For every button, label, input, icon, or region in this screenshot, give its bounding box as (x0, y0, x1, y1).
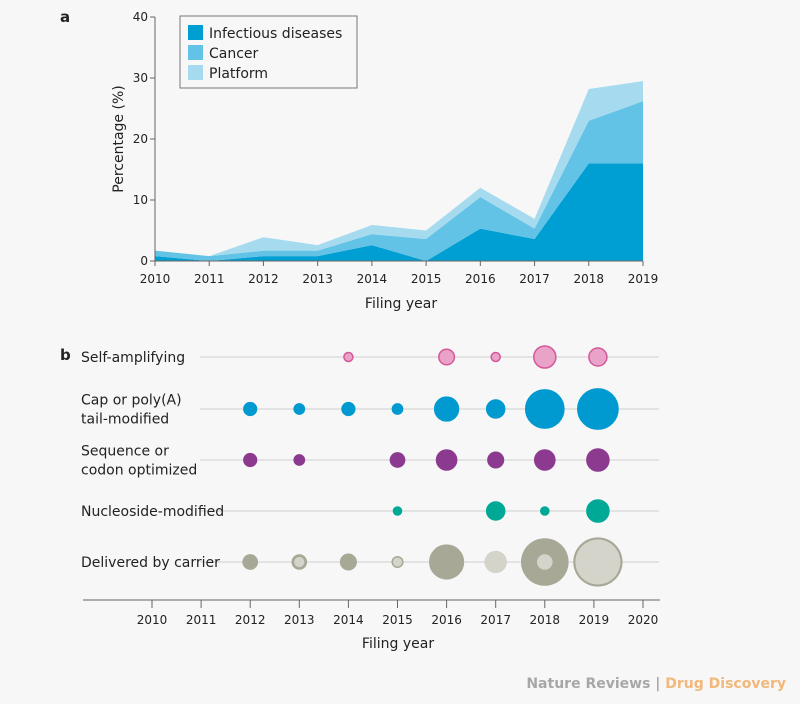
panel-a-ylabel: Percentage (%) (111, 85, 127, 192)
footer-credit: Nature Reviews | Drug Discovery (526, 676, 786, 692)
bubble-2018 (533, 345, 557, 369)
bubble-2019 (577, 388, 619, 430)
bubble-2015 (392, 506, 403, 516)
legend-label: Infectious diseases (209, 26, 342, 42)
legend: Infectious diseases Cancer Platform (179, 15, 358, 89)
area-series-cancer (155, 101, 643, 262)
bubble-2015 (389, 452, 406, 468)
panel-a-xlabel: Filing year (365, 296, 437, 312)
bubble-row: Sequence or codon optimized (81, 444, 659, 479)
row-label: Self-amplifying (81, 350, 185, 366)
x-tick-label: 2016 (431, 613, 462, 627)
x-tick-label: 2020 (628, 613, 659, 627)
row-label: tail-modified (81, 412, 169, 428)
x-tick-label: 2017 (519, 272, 550, 286)
panel-b-axes: 2010 2011 2012 2013 2014 2015 2016 2017 2018 2019… (83, 599, 660, 627)
x-tick-label: 2013 (302, 272, 333, 286)
x-tick-label: 2017 (480, 613, 511, 627)
x-tick-label: 2012 (235, 613, 266, 627)
area-series-infectious-diseases (155, 163, 643, 261)
bubble-2013 (293, 403, 306, 415)
bubble-inner-2017 (484, 550, 507, 574)
bubble-2012 (243, 452, 258, 468)
panel-b-rows: Self-amplifying Cap or poly(A) tail-modifi… (81, 345, 659, 587)
legend-box (179, 15, 358, 89)
panel-a-areas (155, 81, 643, 262)
x-tick-label: 2010 (137, 613, 168, 627)
bubble-2017 (490, 351, 501, 363)
panel-a-axes: 0 10 20 30 40 2010 2011 2012 2013 2014 2015 2016 201… (133, 10, 659, 286)
row-label: Delivered by carrier (81, 555, 220, 571)
x-tick-label: 2018 (530, 613, 561, 627)
bubble-2018 (540, 506, 550, 516)
bubble-2015 (391, 403, 404, 415)
panel-b-xlabel: Filing year (362, 636, 434, 652)
bubble-2014 (343, 351, 354, 363)
bubble-2017 (487, 451, 505, 469)
bubble-row: Cap or poly(A) tail-modified (81, 388, 659, 430)
bubble-2019 (588, 347, 608, 367)
legend-label: Cancer (209, 46, 259, 62)
bubble-inner-2018 (537, 554, 553, 570)
x-tick-label: 2013 (284, 613, 315, 627)
bubble-2017 (485, 501, 506, 521)
legend-swatch (188, 25, 203, 40)
bubble-inner-2013 (294, 556, 305, 568)
x-tick-label: 2010 (140, 272, 171, 286)
bubble-2018 (524, 389, 565, 429)
y-tick-label: 30 (133, 71, 148, 85)
footer-journal: Drug Discovery (665, 676, 786, 692)
x-tick-label: 2011 (186, 613, 217, 627)
x-tick-label: 2015 (382, 613, 413, 627)
bubble-2013 (293, 454, 306, 466)
x-tick-label: 2011 (194, 272, 225, 286)
bubble-2019 (586, 499, 610, 523)
y-tick-label: 40 (133, 10, 148, 24)
row-label: Sequence or (81, 444, 169, 460)
footer-separator: | (650, 676, 666, 692)
bubble-2016 (438, 348, 456, 366)
bubble-2016 (435, 449, 458, 471)
bubble-row: Self-amplifying (81, 345, 659, 369)
bubble-inner-2019 (575, 539, 621, 585)
panel-b-label: b (60, 346, 71, 364)
x-tick-label: 2012 (248, 272, 279, 286)
bubble-2018 (533, 449, 556, 471)
row-label: Cap or poly(A) (81, 393, 182, 409)
x-tick-label: 2014 (357, 272, 388, 286)
x-tick-label: 2019 (579, 613, 610, 627)
bubble-row: Nucleoside-modified (81, 499, 659, 523)
x-tick-label: 2014 (333, 613, 364, 627)
bubble-2012 (242, 554, 259, 570)
bubble-row: Delivered by carrier (81, 537, 659, 587)
area-series-platform (155, 81, 643, 257)
row-label: Nucleoside-modified (81, 504, 224, 520)
panel-a-label: a (60, 8, 70, 26)
x-tick-label: 2019 (628, 272, 659, 286)
y-tick-label: 20 (133, 132, 148, 146)
legend-swatch (188, 65, 203, 80)
bubble-2016 (429, 544, 465, 580)
bubble-inner-2015 (392, 557, 403, 567)
x-tick-label: 2018 (574, 272, 605, 286)
bubble-2014 (341, 401, 356, 417)
bubble-2017 (485, 399, 506, 419)
bubble-2016 (433, 396, 460, 422)
footer-publisher: Nature Reviews (526, 676, 651, 692)
row-label: codon optimized (81, 463, 197, 479)
x-tick-label: 2015 (411, 272, 442, 286)
x-tick-label: 2016 (465, 272, 496, 286)
legend-label: Platform (209, 66, 268, 82)
bubble-2012 (243, 401, 258, 417)
bubble-2019 (586, 448, 610, 472)
y-tick-label: 10 (133, 193, 148, 207)
legend-swatch (188, 45, 203, 60)
bubble-2014 (339, 553, 357, 571)
y-tick-label: 0 (140, 254, 148, 268)
